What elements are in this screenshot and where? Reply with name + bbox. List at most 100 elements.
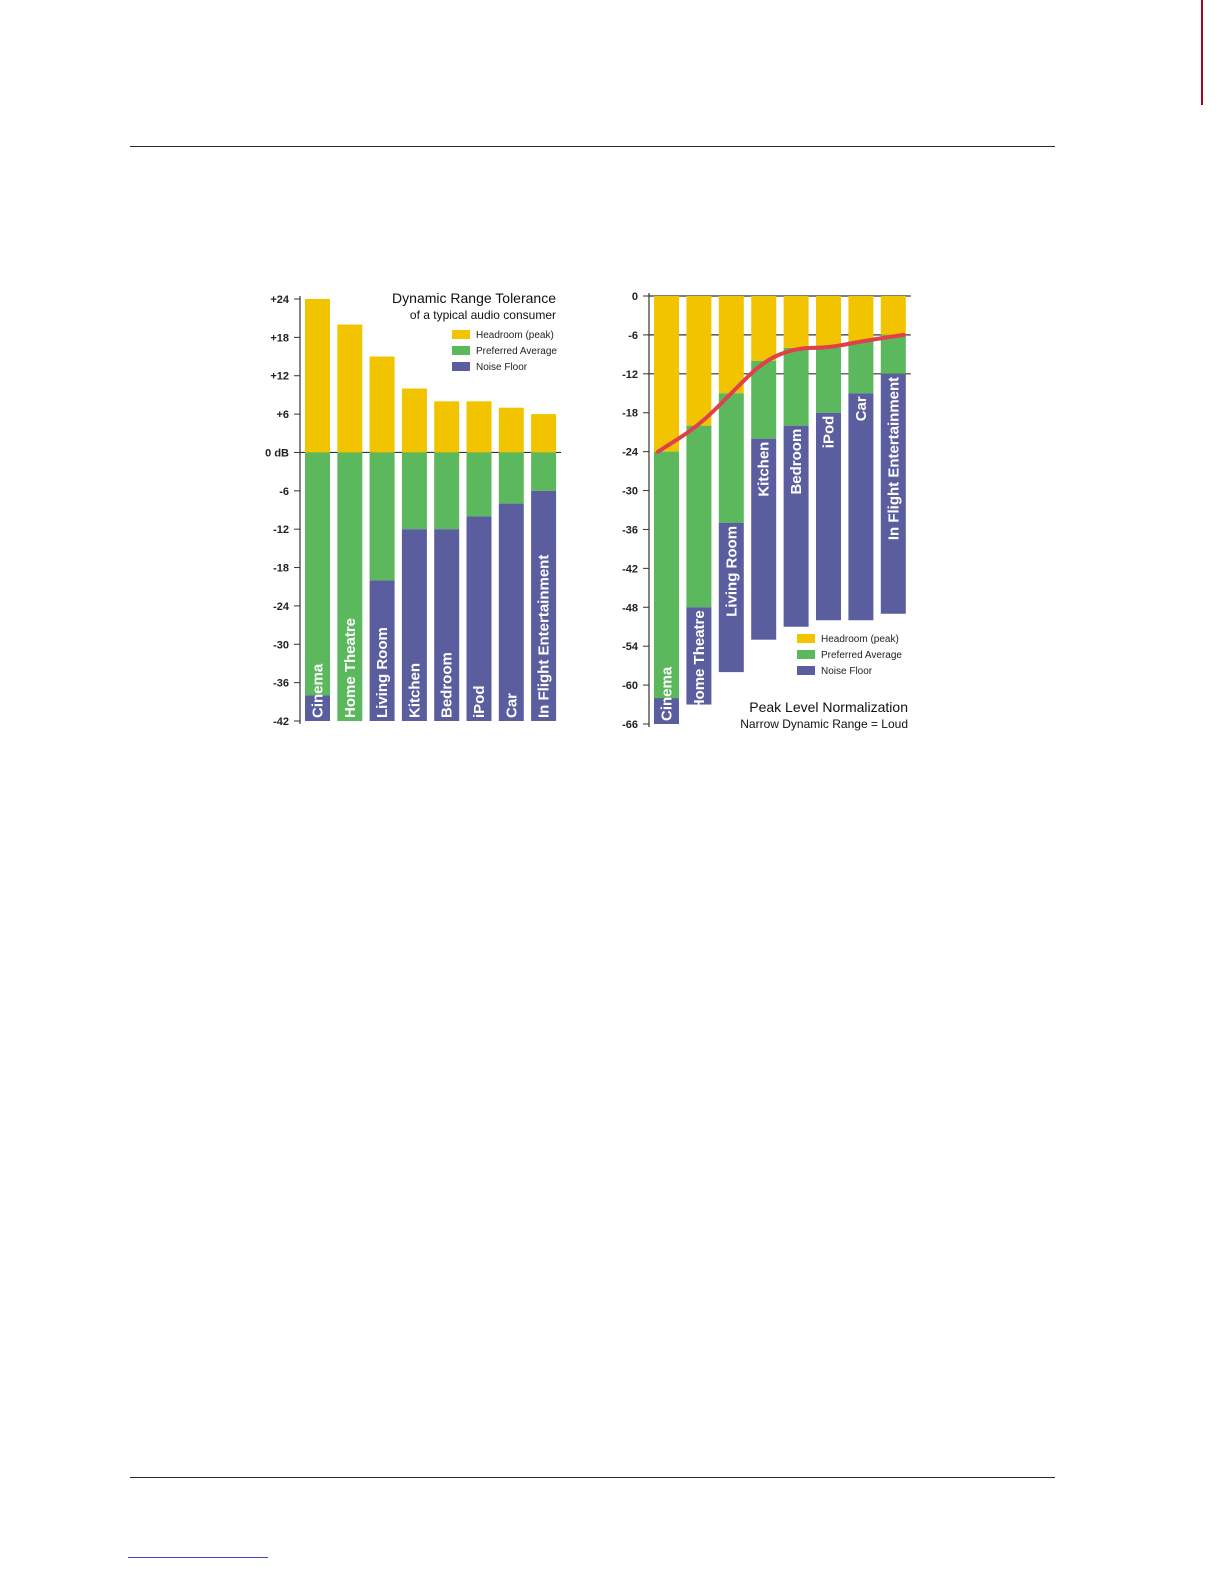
y-tick-label-8: -48: [622, 602, 638, 614]
y-tick-label-9: -54: [622, 641, 639, 653]
bar-preferred-average-1: [686, 425, 712, 608]
bar-headroom-0: [654, 296, 679, 452]
bar-label-7: In Flight Entertainment: [885, 377, 902, 540]
bar-noise-floor-3: [401, 529, 427, 721]
y-tick-label-5: -6: [279, 486, 289, 498]
bar-headroom-4: [783, 296, 809, 348]
legend-swatch-noise-floor: [797, 666, 815, 675]
y-tick-label-2: -12: [622, 369, 638, 381]
bar-headroom-5: [466, 401, 492, 453]
footnote-rule: [128, 1557, 268, 1558]
legend-swatch-preferred-average: [797, 650, 815, 659]
bar-preferred-average-4: [783, 347, 809, 426]
bar-noise-floor-1: [686, 607, 712, 705]
bar-headroom-6: [848, 296, 874, 342]
bar-label-6: Car: [853, 396, 870, 421]
legend-label-preferred-average: Preferred Average: [476, 346, 557, 357]
y-tick-label-4: -24: [622, 447, 639, 459]
bar-headroom-2: [718, 296, 744, 394]
bar-label-6: Car: [503, 693, 520, 718]
bar-label-4: Bedroom: [439, 652, 456, 718]
y-tick-label-7: -42: [622, 563, 638, 575]
bar-noise-floor-4: [434, 529, 460, 721]
bar-label-0: Cinema: [310, 663, 327, 718]
bar-headroom-2: [369, 356, 395, 453]
bar-headroom-7: [531, 414, 557, 453]
bar-preferred-average-3: [751, 360, 777, 439]
y-tick-label-1: +18: [270, 332, 289, 344]
bar-label-0: Cinema: [659, 666, 676, 721]
y-tick-label-7: -18: [273, 563, 289, 575]
chart-title: Peak Level Normalization: [749, 699, 908, 715]
y-tick-label-3: +6: [276, 409, 289, 421]
bar-preferred-average-1: [337, 452, 363, 721]
bar-preferred-average-6: [498, 452, 524, 504]
y-tick-label-9: -30: [273, 639, 289, 651]
bar-preferred-average-5: [816, 347, 841, 413]
bar-preferred-average-3: [401, 452, 427, 530]
y-tick-label-6: -12: [273, 524, 289, 536]
bar-label-3: Kitchen: [406, 663, 423, 718]
bar-headroom-4: [434, 401, 460, 453]
bar-preferred-average-2: [718, 393, 744, 523]
bar-noise-floor-6: [498, 503, 524, 721]
bar-noise-floor-5: [466, 516, 492, 721]
y-tick-label-11: -42: [273, 716, 289, 728]
bar-headroom-1: [337, 324, 363, 453]
bar-headroom-1: [686, 296, 712, 426]
y-tick-label-2: +12: [270, 371, 289, 383]
y-tick-label-0: +24: [270, 294, 290, 306]
bar-preferred-average-7: [531, 452, 557, 491]
legend-label-headroom: Headroom (peak): [476, 330, 554, 341]
chart-subtitle: of a typical audio consumer: [410, 308, 556, 322]
y-tick-label-4: 0 dB: [265, 447, 289, 459]
footer-rule: [130, 1477, 1055, 1478]
bar-noise-floor-0: [654, 698, 679, 724]
trend-curve: [656, 332, 906, 454]
bar-headroom-5: [816, 296, 841, 348]
bar-label-1: Home Theatre: [691, 610, 708, 710]
bar-label-1: Home Theatre: [342, 618, 359, 718]
bar-noise-floor-4: [783, 425, 809, 627]
y-tick-label-10: -60: [622, 680, 638, 692]
legend-swatch-headroom: [797, 634, 815, 643]
bar-headroom-3: [401, 388, 427, 453]
y-tick-label-0: 0: [632, 291, 638, 303]
bar-noise-floor-5: [816, 412, 841, 621]
bar-noise-floor-0: [305, 695, 330, 721]
bar-headroom-0: [305, 299, 330, 453]
margin-mark: [1201, 0, 1203, 105]
legend-swatch-noise-floor: [452, 362, 470, 371]
legend-label-noise-floor: Noise Floor: [821, 666, 873, 677]
bar-label-2: Living Room: [374, 627, 391, 718]
dynamic-range-tolerance-chart: Cinema Home Theatre Living Room Kitchen Bedr…: [265, 290, 562, 728]
legend-swatch-headroom: [452, 330, 470, 339]
header-rule: [130, 146, 1055, 147]
chart-subtitle: Narrow Dynamic Range = Loud: [740, 717, 908, 731]
legend-label-headroom: Headroom (peak): [821, 634, 899, 645]
bar-preferred-average-6: [848, 341, 874, 394]
peak-level-normalization-chart: Cinema Home Theatre Living Room Kitchen Bedr…: [622, 291, 911, 731]
bar-label-5: iPod: [821, 416, 838, 449]
bar-headroom-6: [498, 407, 524, 453]
bar-noise-floor-2: [369, 580, 395, 721]
bar-label-3: Kitchen: [756, 442, 773, 497]
bar-label-4: Bedroom: [788, 429, 805, 495]
bar-noise-floor-6: [848, 393, 874, 621]
bar-label-5: iPod: [471, 686, 488, 719]
bar-preferred-average-2: [369, 452, 395, 581]
bar-preferred-average-0: [305, 452, 330, 696]
y-tick-label-10: -36: [273, 678, 289, 690]
bar-label-2: Living Room: [723, 526, 740, 617]
bar-noise-floor-3: [751, 438, 777, 640]
bar-preferred-average-4: [434, 452, 460, 530]
bar-preferred-average-0: [654, 451, 679, 699]
y-tick-label-1: -6: [628, 330, 638, 342]
y-tick-label-11: -66: [622, 719, 638, 731]
y-tick-label-5: -30: [622, 486, 638, 498]
bar-noise-floor-2: [718, 522, 744, 673]
legend-swatch-preferred-average: [452, 346, 470, 355]
bar-preferred-average-7: [880, 334, 906, 374]
bar-headroom-3: [751, 296, 777, 361]
chart-title: Dynamic Range Tolerance: [392, 290, 556, 306]
